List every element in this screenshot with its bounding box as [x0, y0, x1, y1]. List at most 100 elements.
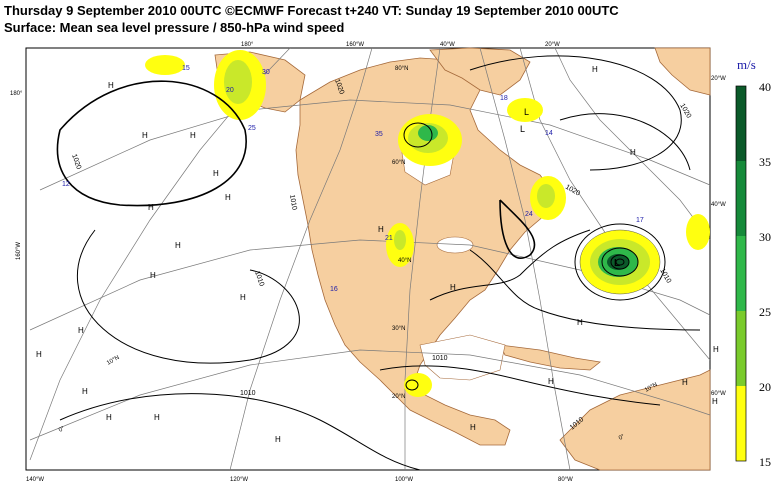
- high-center-label: H: [154, 413, 160, 422]
- colorbar-tick-label: 25: [759, 305, 771, 319]
- colorbar-band: [736, 161, 746, 236]
- colorbar-tick-label: 20: [759, 380, 771, 394]
- high-center-label: H: [713, 345, 719, 354]
- high-center-label: H: [148, 203, 154, 212]
- longitude-label: 20°W: [711, 76, 726, 82]
- wind-speed-colorbar: [735, 85, 747, 462]
- high-center-label: H: [275, 435, 281, 444]
- colorbar-tick-label: 15: [759, 455, 771, 469]
- longitude-label: 100°W: [395, 477, 413, 483]
- high-center-label: H: [630, 148, 636, 157]
- latitude-label: 80°N: [395, 66, 408, 72]
- colorbar-band: [736, 386, 746, 461]
- wind-label: 25: [248, 125, 256, 132]
- high-center-label: H: [548, 377, 554, 386]
- wind-label: 24: [525, 211, 533, 218]
- longitude-label: 140°W: [26, 477, 44, 483]
- high-center-label: H: [470, 423, 476, 432]
- latitude-label: 40°N: [398, 258, 411, 264]
- latitude-label: 60°N: [392, 160, 405, 166]
- high-center-label: H: [592, 65, 598, 74]
- wind-label: 12: [62, 181, 70, 188]
- wind-patch: [686, 214, 710, 250]
- latitude-label: 30°N: [392, 326, 405, 332]
- high-center-label: H: [450, 283, 456, 292]
- low-center-label: L: [524, 107, 529, 117]
- wind-patch: [224, 60, 252, 104]
- longitude-label: 180°: [241, 42, 254, 48]
- high-center-label: H: [577, 318, 583, 327]
- high-centers: H H H H H H H H H H H H H H H H H H H H …: [36, 65, 719, 444]
- low-center-label: L: [614, 258, 620, 269]
- high-center-label: H: [682, 378, 688, 387]
- high-center-label: H: [378, 225, 384, 234]
- caribbean-land: [499, 344, 601, 371]
- isobar-label: 1010: [240, 390, 256, 397]
- colorbar-band: [736, 236, 746, 311]
- high-center-label: H: [712, 397, 718, 406]
- wind-label: 15: [182, 65, 190, 72]
- wind-label: 20: [226, 87, 234, 94]
- latitude-label: 0°: [58, 425, 66, 433]
- longitude-label: 160°W: [16, 242, 22, 260]
- wind-value-labels: 15 20 25 30 35 12 17 14 18 24 16 21: [62, 65, 644, 293]
- high-center-label: H: [78, 326, 84, 335]
- greenland-land: [429, 47, 531, 96]
- colorbar-band: [736, 311, 746, 386]
- high-center-label: H: [213, 169, 219, 178]
- wind-label: 17: [636, 217, 644, 224]
- colorbar-tick-label: 40: [759, 80, 771, 94]
- wind-patch: [394, 230, 406, 250]
- longitude-label: 120°W: [230, 477, 248, 483]
- latitude-label: 10°N: [644, 382, 659, 394]
- longitude-label: 40°W: [440, 42, 455, 48]
- longitude-label: 40°W: [711, 202, 726, 208]
- europe-land: [654, 47, 711, 96]
- longitude-label: 20°W: [545, 42, 560, 48]
- high-center-label: H: [225, 193, 231, 202]
- wind-label: 14: [545, 130, 553, 137]
- wind-label: 16: [330, 286, 338, 293]
- wind-shading: [145, 50, 710, 397]
- high-center-label: H: [190, 131, 196, 140]
- isobar-label: 1020: [333, 78, 345, 95]
- map-subtitle: Surface: Mean sea level pressure / 850-h…: [4, 20, 345, 35]
- high-center-label: H: [108, 81, 114, 90]
- wind-patch: [145, 55, 185, 75]
- colorbar-tick-label: 35: [759, 155, 771, 169]
- high-center-label: H: [82, 387, 88, 396]
- wind-patch: [537, 184, 555, 208]
- isobars: [56, 55, 701, 471]
- latitude-label: 10°N: [106, 355, 121, 367]
- graticule-labels: 140°W 120°W 100°W 80°W 180° 160°W 180° 1…: [10, 42, 726, 483]
- longitude-label: 60°W: [711, 391, 726, 397]
- legend-unit: m/s: [737, 57, 756, 72]
- colorbar-outline: [735, 85, 747, 462]
- longitude-label: 80°W: [558, 477, 573, 483]
- wind-patch: [418, 125, 438, 141]
- map-title: Thursday 9 September 2010 00UTC ©ECMWF F…: [4, 3, 619, 18]
- high-center-label: H: [175, 241, 181, 250]
- isobar-label: 1010: [288, 194, 298, 211]
- high-center-label: H: [240, 293, 246, 302]
- isobar-label: 1020: [70, 153, 82, 170]
- latitude-label: 20°N: [392, 394, 405, 400]
- south-america-land: [559, 369, 711, 471]
- wind-label: 30: [262, 69, 270, 76]
- wind-label: 35: [375, 131, 383, 138]
- longitude-label: 160°W: [346, 42, 364, 48]
- wind-patch: [507, 98, 543, 122]
- gulf-of-mexico: [419, 334, 506, 381]
- colorbar-tick-label: 30: [759, 230, 771, 244]
- wind-label: 21: [385, 235, 393, 242]
- high-center-label: H: [142, 131, 148, 140]
- longitude-label: 180°: [10, 91, 23, 97]
- high-center-label: H: [36, 350, 42, 359]
- isobar-label: 1010: [432, 355, 448, 362]
- latitude-label: 0°: [618, 433, 626, 441]
- wind-label: 18: [500, 95, 508, 102]
- high-center-label: H: [150, 271, 156, 280]
- low-center-label: L: [520, 124, 525, 134]
- high-center-label: H: [106, 413, 112, 422]
